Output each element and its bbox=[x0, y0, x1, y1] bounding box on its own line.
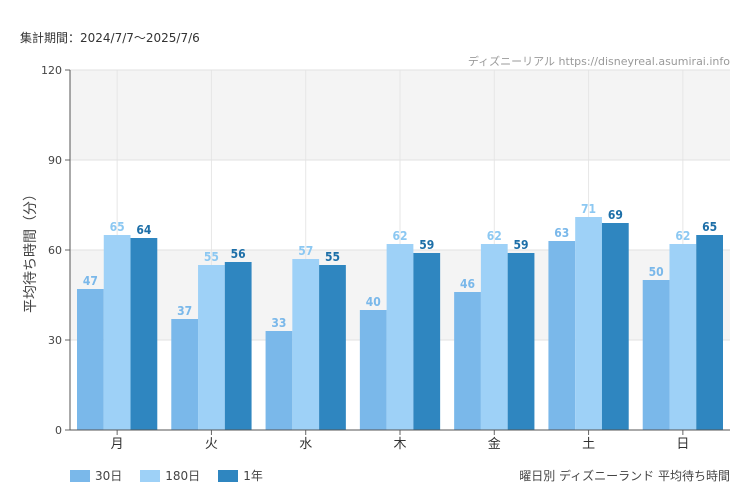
bar bbox=[601, 223, 629, 430]
data-label: 59 bbox=[419, 238, 434, 252]
y-tick-label: 30 bbox=[48, 334, 62, 347]
data-label: 46 bbox=[460, 277, 475, 291]
data-label: 69 bbox=[608, 208, 623, 222]
bar bbox=[696, 235, 723, 430]
bar bbox=[224, 262, 252, 430]
legend-swatch-180days bbox=[140, 469, 161, 482]
site-credit: ディズニーリアル https://disneyreal.asumirai.inf… bbox=[467, 55, 730, 68]
data-label: 37 bbox=[177, 304, 192, 318]
chart-caption: 曜日別 ディズニーランド 平均待ち時間 bbox=[519, 469, 730, 483]
bar bbox=[77, 289, 104, 430]
x-tick-label: 月 bbox=[111, 437, 124, 452]
bar bbox=[103, 235, 131, 430]
bar bbox=[480, 244, 508, 430]
data-label: 56 bbox=[231, 247, 246, 261]
bar bbox=[413, 253, 441, 430]
bar bbox=[319, 265, 346, 430]
x-tick-label: 金 bbox=[488, 436, 501, 452]
data-label: 57 bbox=[298, 244, 313, 258]
bar bbox=[548, 241, 576, 430]
data-label: 47 bbox=[83, 274, 98, 288]
bar bbox=[198, 265, 225, 430]
x-tick-label: 火 bbox=[205, 437, 218, 452]
bar bbox=[130, 238, 158, 430]
data-label: 62 bbox=[675, 229, 690, 243]
legend-label-30days: 30日 bbox=[95, 469, 123, 483]
data-label: 64 bbox=[136, 223, 152, 237]
bar bbox=[642, 280, 670, 430]
x-tick-label: 水 bbox=[299, 437, 312, 452]
y-tick-label: 90 bbox=[48, 154, 62, 167]
legend-item-1year[interactable]: 1年 bbox=[218, 467, 263, 484]
bar bbox=[292, 259, 320, 430]
bar bbox=[171, 319, 199, 430]
legend: 30日 180日 1年 bbox=[70, 467, 281, 484]
data-label: 55 bbox=[325, 250, 340, 264]
data-label: 40 bbox=[366, 295, 381, 309]
y-tick-label: 60 bbox=[48, 244, 62, 257]
data-label: 63 bbox=[554, 226, 569, 240]
bar bbox=[575, 217, 602, 430]
y-tick-label: 120 bbox=[41, 64, 62, 77]
data-label: 62 bbox=[392, 229, 407, 243]
bar bbox=[386, 244, 414, 430]
data-label: 71 bbox=[581, 202, 596, 216]
x-tick-label: 木 bbox=[393, 437, 406, 452]
data-label: 62 bbox=[487, 229, 502, 243]
bar bbox=[265, 331, 293, 430]
bar bbox=[669, 244, 697, 430]
bar bbox=[359, 310, 387, 430]
aggregation-period: 集計期間：2024/7/7〜2025/7/6 bbox=[20, 31, 200, 45]
legend-swatch-30days bbox=[70, 469, 90, 482]
x-tick-label: 日 bbox=[676, 437, 689, 452]
legend-label-180days: 180日 bbox=[165, 469, 201, 483]
legend-label-1year: 1年 bbox=[243, 469, 263, 483]
data-label: 59 bbox=[514, 238, 529, 252]
data-label: 65 bbox=[110, 220, 125, 234]
legend-swatch-1year bbox=[218, 469, 239, 482]
bar bbox=[507, 253, 535, 430]
y-tick-label: 0 bbox=[55, 424, 62, 437]
data-label: 65 bbox=[702, 220, 717, 234]
bar bbox=[454, 292, 481, 430]
data-label: 33 bbox=[271, 316, 286, 330]
data-label: 50 bbox=[649, 265, 664, 279]
legend-item-30days[interactable]: 30日 bbox=[70, 467, 122, 484]
legend-item-180days[interactable]: 180日 bbox=[140, 467, 200, 484]
data-label: 55 bbox=[204, 250, 219, 264]
x-tick-label: 土 bbox=[582, 437, 595, 452]
